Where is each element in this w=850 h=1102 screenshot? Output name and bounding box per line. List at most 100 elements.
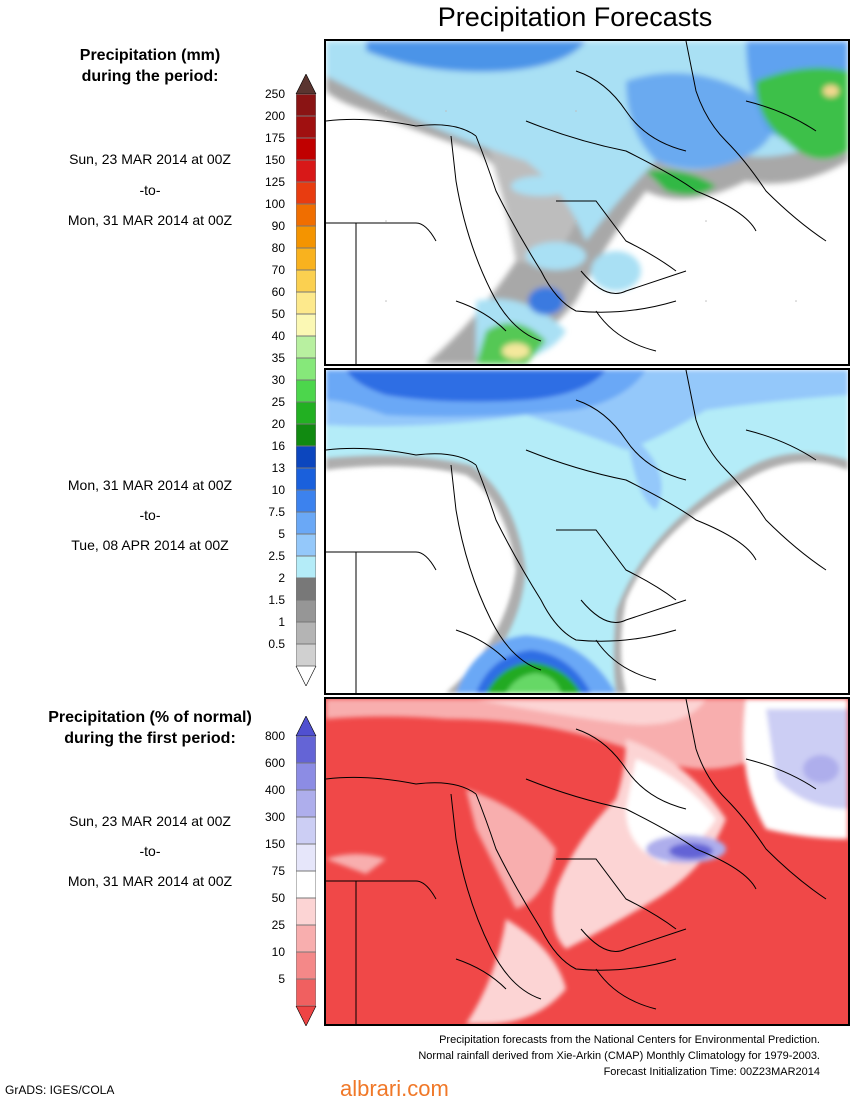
footer-source-note: Precipitation forecasts from the Nationa… xyxy=(439,1034,820,1046)
map3-boundaries xyxy=(326,699,827,1024)
colorbar-tick-label: 100 xyxy=(264,197,285,211)
colorbar-tick-label: 5 xyxy=(278,527,285,541)
colorbar-tick-label: 35 xyxy=(271,351,285,365)
legend_pct-top-arrow-icon xyxy=(295,716,317,736)
legend_pct-bottom-arrow-icon xyxy=(295,1006,317,1026)
map1-precip-field xyxy=(326,41,848,364)
colorbar-tick-label: 5 xyxy=(278,972,285,986)
colorbar-swatch xyxy=(296,736,316,763)
colorbar-tick-label: 25 xyxy=(271,918,285,932)
colorbar-tick-label: 13 xyxy=(271,461,285,475)
colorbar-tick-label: 200 xyxy=(264,109,285,123)
legend-mm-heading: Precipitation (mm) during the period: xyxy=(0,45,300,87)
colorbar-tick-label: 80 xyxy=(271,241,285,255)
legend_mm-bottom-arrow-icon xyxy=(295,666,317,686)
colorbar-tick-label: 40 xyxy=(271,329,285,343)
colorbar-swatch xyxy=(296,578,316,600)
period1-start: Sun, 23 MAR 2014 at 00Z xyxy=(69,151,231,167)
colorbar-swatch xyxy=(296,270,316,292)
colorbar-tick-label: 25 xyxy=(271,395,285,409)
period2-start: Mon, 31 MAR 2014 at 00Z xyxy=(67,477,233,493)
map-panel-period2 xyxy=(324,368,850,695)
colorbar-tick-label: 30 xyxy=(271,373,285,387)
colorbar-swatch xyxy=(296,490,316,512)
colorbar-swatch xyxy=(296,138,316,160)
colorbar-swatch xyxy=(296,844,316,871)
colorbar-swatch xyxy=(296,556,316,578)
colorbar-swatch xyxy=(296,446,316,468)
period3-to: -to- xyxy=(139,843,161,859)
map1-gridpoints xyxy=(385,110,797,302)
colorbar-tick-label: 600 xyxy=(264,756,285,770)
software-credit: GrADS: IGES/COLA xyxy=(5,1083,115,1097)
colorbar-swatch xyxy=(296,314,316,336)
colorbar-tick-label: 150 xyxy=(264,153,285,167)
legend-pct-heading-line1: Precipitation (% of normal) xyxy=(48,709,252,726)
colorbar-swatch xyxy=(296,94,316,116)
colorbar-tick-label: 90 xyxy=(271,219,285,233)
colorbar-swatch xyxy=(296,952,316,979)
colorbar-tick-label: 150 xyxy=(264,837,285,851)
colorbar-tick-label: 50 xyxy=(271,307,285,321)
colorbar-tick-label: 2 xyxy=(278,571,285,585)
legend-mm-heading-line2: during the period: xyxy=(81,68,219,85)
footer-climatology-note: Normal rainfall derived from Xie-Arkin (… xyxy=(418,1050,820,1062)
map-panel-period1 xyxy=(324,39,850,366)
colorbar-swatch xyxy=(296,534,316,556)
legend-pct-heading-line2: during the first period: xyxy=(64,730,236,747)
period1-end: Mon, 31 MAR 2014 at 00Z xyxy=(67,212,233,228)
colorbar-tick-label: 300 xyxy=(264,810,285,824)
colorbar-swatch xyxy=(296,512,316,534)
colorbar-swatch xyxy=(296,182,316,204)
colorbar-swatch xyxy=(296,160,316,182)
colorbar-tick-label: 125 xyxy=(264,175,285,189)
colorbar-swatch xyxy=(296,790,316,817)
map2-boundaries xyxy=(326,370,827,693)
colorbar-swatch xyxy=(296,898,316,925)
colorbar-tick-label: 50 xyxy=(271,891,285,905)
map2-precip-field xyxy=(326,370,848,693)
map-pct-svg xyxy=(326,699,848,1024)
map-period2-svg xyxy=(326,370,848,693)
colorbar-swatch xyxy=(296,116,316,138)
colorbar-swatch xyxy=(296,248,316,270)
legend_mm-top-arrow-icon xyxy=(295,74,317,94)
colorbar-tick-label: 10 xyxy=(271,483,285,497)
watermark: albrari.com xyxy=(340,1076,449,1101)
colorbar-tick-label: 0.5 xyxy=(268,637,285,651)
colorbar-tick-label: 70 xyxy=(271,263,285,277)
colorbar-swatch xyxy=(296,763,316,790)
period2-end: Tue, 08 APR 2014 at 00Z xyxy=(71,537,229,553)
colorbar-swatch xyxy=(296,358,316,380)
map-period1-svg xyxy=(326,41,848,364)
colorbar-tick-label: 400 xyxy=(264,783,285,797)
colorbar-swatch xyxy=(296,644,316,666)
colorbar-swatch xyxy=(296,600,316,622)
period3-start: Sun, 23 MAR 2014 at 00Z xyxy=(69,813,231,829)
map1-boundaries xyxy=(326,41,827,364)
period2-to: -to- xyxy=(139,507,161,523)
colorbar-tick-label: 16 xyxy=(271,439,285,453)
colorbar-tick-label: 60 xyxy=(271,285,285,299)
colorbar-swatch xyxy=(296,871,316,898)
colorbar-swatch xyxy=(296,817,316,844)
colorbar-swatch xyxy=(296,979,316,1006)
colorbar-swatch xyxy=(296,622,316,644)
colorbar-tick-label: 175 xyxy=(264,131,285,145)
colorbar-tick-label: 1.5 xyxy=(268,593,285,607)
legend-pct-heading: Precipitation (% of normal) during the f… xyxy=(0,707,300,749)
colorbar-swatch xyxy=(296,925,316,952)
colorbar-swatch xyxy=(296,402,316,424)
page-title: Precipitation Forecasts xyxy=(437,2,713,32)
legend-mm-heading-line1: Precipitation (mm) xyxy=(79,47,221,64)
colorbar-swatch xyxy=(296,292,316,314)
colorbar-swatch xyxy=(296,424,316,446)
colorbar-tick-label: 1 xyxy=(278,615,285,629)
colorbar-swatch xyxy=(296,204,316,226)
colorbar-tick-label: 250 xyxy=(264,87,285,101)
colorbar-tick-label: 10 xyxy=(271,945,285,959)
colorbar-tick-label: 20 xyxy=(271,417,285,431)
period1-to: -to- xyxy=(139,182,161,198)
colorbar-swatch xyxy=(296,226,316,248)
colorbar-swatch xyxy=(296,380,316,402)
